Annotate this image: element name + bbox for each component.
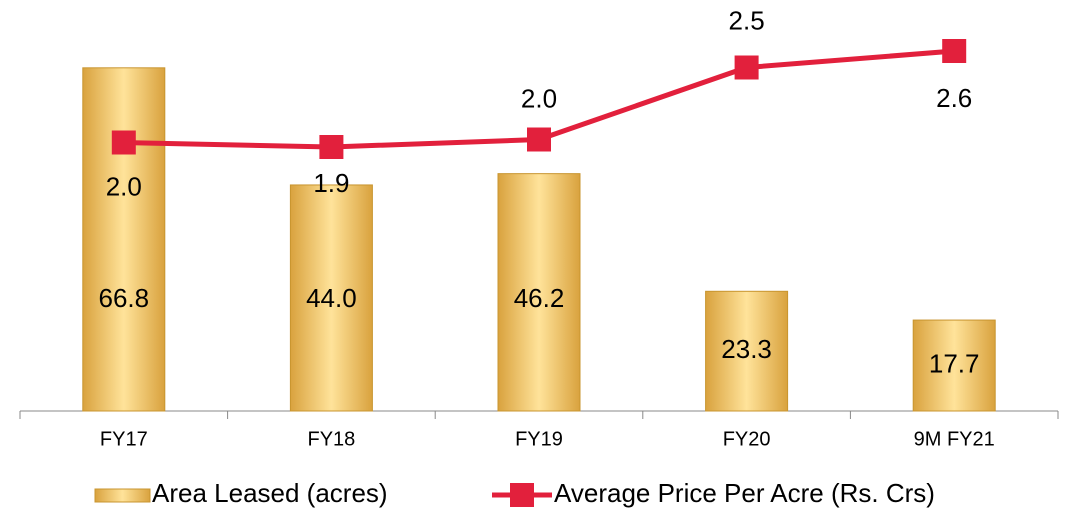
line-marker <box>527 127 551 152</box>
bar <box>705 290 789 412</box>
line-marker <box>319 135 344 159</box>
legend-swatch <box>94 488 151 503</box>
line-value-label: 2.6 <box>936 83 972 113</box>
line-marker <box>942 39 967 63</box>
bar <box>497 173 581 412</box>
legend-label: Area Leased (acres) <box>152 478 388 508</box>
x-tick-label: FY19 <box>515 428 563 450</box>
bar <box>289 184 373 412</box>
line-value-label: 2.0 <box>106 171 142 201</box>
bar-value-label: 23.3 <box>721 334 772 364</box>
legend-swatch-marker <box>510 483 534 507</box>
x-tick-label: 9M FY21 <box>914 428 995 450</box>
x-tick-label: FY18 <box>307 428 355 450</box>
bar-value-label: 66.8 <box>98 283 149 313</box>
legend-label: Average Price Per Acre (Rs. Crs) <box>554 478 935 508</box>
x-tick-label: FY20 <box>723 428 771 450</box>
bar <box>82 67 166 412</box>
line-value-label: 1.9 <box>313 168 349 198</box>
line-marker <box>111 130 136 155</box>
bar <box>912 319 996 412</box>
x-tick-label: FY17 <box>100 428 148 450</box>
line-value-label: 2.5 <box>729 5 765 35</box>
bar-value-label: 17.7 <box>929 348 980 378</box>
bar-value-label: 44.0 <box>306 283 357 313</box>
line-value-label: 2.0 <box>521 83 557 113</box>
bar-value-label: 46.2 <box>514 283 565 313</box>
line-marker <box>734 55 759 80</box>
